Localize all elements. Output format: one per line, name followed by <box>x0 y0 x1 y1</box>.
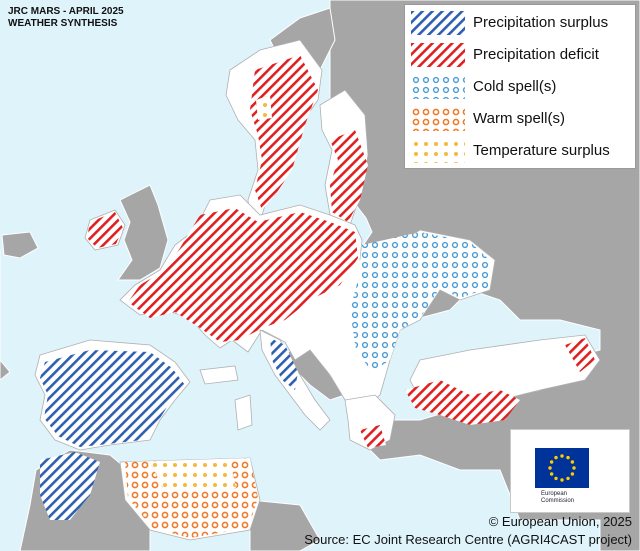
blue-rings-swatch-icon <box>411 75 465 99</box>
surplus-italy <box>270 338 298 390</box>
eu-star-icon <box>560 478 564 482</box>
title-line-2: WEATHER SYNTHESIS <box>8 18 118 29</box>
cold-eastern-europe <box>350 232 492 372</box>
deficit-greece-south <box>360 425 386 448</box>
logo-line-2: Commission <box>541 498 575 504</box>
eu-star-icon <box>549 472 554 476</box>
deficit-ireland <box>87 212 123 248</box>
logo-line-1: European <box>541 491 568 497</box>
eu-star-icon <box>570 472 575 476</box>
surplus-morocco <box>40 452 100 520</box>
deficit-scandinavia <box>250 55 318 210</box>
legend-item-cold-spells: Cold spell(s) <box>409 73 633 101</box>
eu-star-icon <box>566 455 570 460</box>
legend-label: Temperature surplus <box>473 142 610 159</box>
legend-item-precip-surplus: Precipitation surplus <box>409 9 633 37</box>
title-line-1: JRC MARS - APRIL 2025 <box>8 6 124 17</box>
blue-hatch-swatch-icon <box>411 11 465 35</box>
temp-surplus-north-africa <box>150 460 236 492</box>
deficit-east <box>565 338 595 372</box>
logo-text: European Commission <box>541 491 574 505</box>
deficit-central-europe <box>128 208 358 342</box>
legend-label: Warm spell(s) <box>473 110 565 127</box>
anomaly-layer <box>40 55 595 538</box>
legend: Precipitation surplus Precipitation defi… <box>404 4 636 169</box>
eu-star-icon <box>560 454 564 458</box>
deficit-turkey <box>405 380 520 425</box>
legend-item-warm-spells: Warm spell(s) <box>409 105 633 133</box>
legend-label: Precipitation surplus <box>473 14 609 31</box>
eu-star-icon <box>554 476 558 481</box>
legend-label: Precipitation deficit <box>473 46 599 63</box>
yellow-dots-swatch-icon <box>411 139 465 163</box>
european-commission-logo: European Commission <box>510 429 630 513</box>
source-text: Source: EC Joint Research Centre (AGRI4C… <box>304 532 632 547</box>
legend-item-precip-deficit: Precipitation deficit <box>409 41 633 69</box>
eu-star-icon <box>572 466 576 470</box>
deficit-baltics <box>330 130 368 222</box>
orange-rings-swatch-icon <box>411 107 465 131</box>
legend-label: Cold spell(s) <box>473 78 557 95</box>
eu-star-icon <box>566 476 570 481</box>
copyright-text: © European Union, 2025 <box>488 514 632 529</box>
surplus-iberia <box>40 350 185 447</box>
eu-star-icon <box>554 455 558 460</box>
eu-star-icon <box>548 466 552 470</box>
map-title: JRC MARS - APRIL 2025 WEATHER SYNTHESIS <box>8 6 124 30</box>
legend-item-temp-surplus: Temperature surplus <box>409 137 633 165</box>
eu-star-icon <box>549 460 554 464</box>
eu-flag-icon <box>535 448 589 488</box>
eu-star-icon <box>570 460 575 464</box>
temp-surplus-scandinavia <box>256 95 272 120</box>
red-hatch-swatch-icon <box>411 43 465 67</box>
